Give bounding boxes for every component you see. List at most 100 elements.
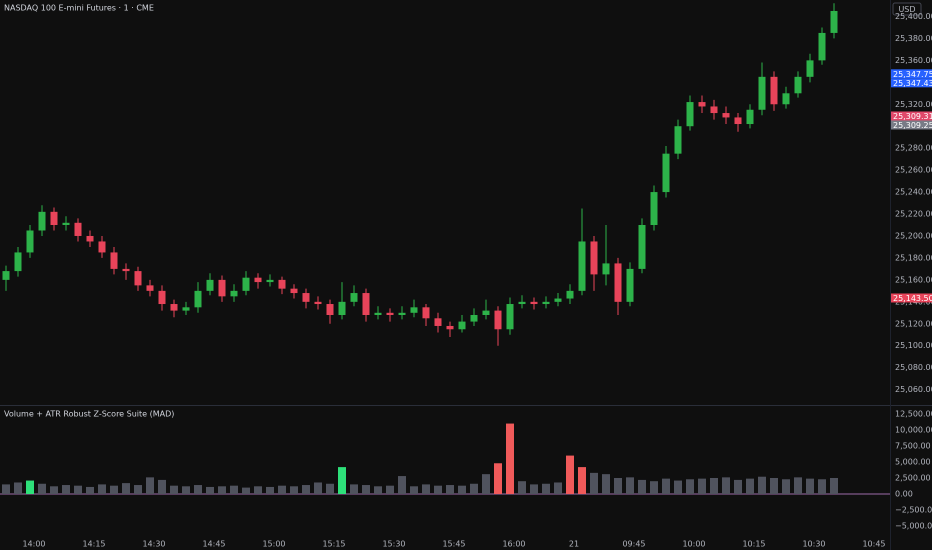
candle-body [758,76,766,110]
volume-bar [338,467,346,494]
x-tick-label: 14:15 [82,540,105,549]
volume-bar [494,463,502,494]
x-tick-label: 16:00 [502,540,525,549]
candle-body [638,225,646,269]
y-tick-label: 25,160.00 [895,275,932,284]
volume-bar [362,485,370,494]
candle-body [554,298,562,302]
candle-body [218,279,226,297]
volume-bar [158,479,166,494]
candle-body [38,211,46,231]
volume-bar [302,485,310,494]
y-tick-label: 25,400.00 [895,12,932,21]
price-label: 25,309.31 [893,112,932,121]
volume-bar [734,479,742,494]
volume-bar [134,485,142,494]
volume-bar [446,485,454,494]
y-tick-label: 25,200.00 [895,231,932,240]
volume-bar [470,483,478,494]
volume-bar [458,485,466,494]
volume-bar [170,485,178,494]
candle-body [158,290,166,305]
candle-body [698,102,706,107]
volume-bar [254,486,262,494]
volume-bar [434,485,442,494]
volume-bar [698,478,706,494]
candle-body [578,241,586,291]
volume-bar [710,477,718,494]
volume-bar [242,487,250,494]
candle-body [410,307,418,313]
y-tick-label: 25,320.00 [895,100,932,109]
candle-body [62,222,70,225]
y-tick-label: 25,120.00 [895,319,932,328]
candle-body [230,290,238,297]
volume-bar [266,486,274,494]
volume-bar [386,485,394,494]
candle-body [458,321,466,330]
candle-body [746,109,754,125]
volume-bar [722,477,730,494]
candle-body [98,241,106,253]
price-label-box [891,293,932,303]
candle-body [14,252,22,272]
y-tick-label: 7,500.00 [895,441,931,450]
candle-body [266,279,274,283]
volume-bar [758,476,766,494]
x-tick-label: 15:30 [382,540,405,549]
x-tick-label: 15:15 [322,540,345,549]
price-label: 25,347.75 [893,70,932,79]
candle-body [734,117,742,125]
candle-body [422,307,430,319]
candle-body [518,301,526,305]
volume-bar [506,423,514,494]
y-tick-label: −2,500.00 [895,506,932,515]
x-tick-label: 10:15 [742,540,765,549]
y-tick-label: 25,280.00 [895,144,932,153]
candle-body [686,102,694,127]
x-tick-label: 14:45 [202,540,225,549]
price-label: 25,347.43 [893,79,932,88]
volume-bar [566,455,574,494]
volume-bar [518,481,526,494]
volume-bar [482,474,490,494]
price-label-box [891,78,932,88]
y-tick-label: 25,360.00 [895,56,932,65]
candle-body [806,60,814,77]
symbol-title: NASDAQ 100 E-mini Futures · 1 · CME [4,4,154,13]
y-tick-label: −5,000.00 [895,522,932,531]
volume-bar [14,482,22,494]
volume-bar [194,485,202,494]
candle-body [482,310,490,315]
volume-bar [374,486,382,494]
price-label-box [891,120,932,130]
volume-bar [98,484,106,494]
candle-body [314,301,322,305]
candle-body [398,312,406,315]
candle-body [146,285,154,291]
volume-bar [398,476,406,494]
y-tick-label: 12,500.00 [895,409,932,418]
x-tick-label: 14:00 [22,540,45,549]
volume-bar [542,483,550,494]
currency-button[interactable] [892,2,922,16]
currency-label: USD [898,5,915,14]
candle-body [470,315,478,322]
candle-body [602,263,610,275]
candle-body [254,277,262,283]
volume-bar [578,467,586,494]
candle-body [2,271,10,280]
candle-body [506,304,514,330]
candle-body [794,76,802,94]
volume-bar [110,485,118,494]
price-label: 25,309.25 [893,121,932,130]
candle-body [782,93,790,105]
volume-bar [746,478,754,494]
candle-body [242,277,250,291]
volume-bar [206,486,214,494]
y-tick-label: 25,380.00 [895,34,932,43]
x-tick-label: 15:00 [262,540,285,549]
volume-bar [38,483,46,494]
candle-body [350,293,358,302]
candle-body [626,268,634,302]
